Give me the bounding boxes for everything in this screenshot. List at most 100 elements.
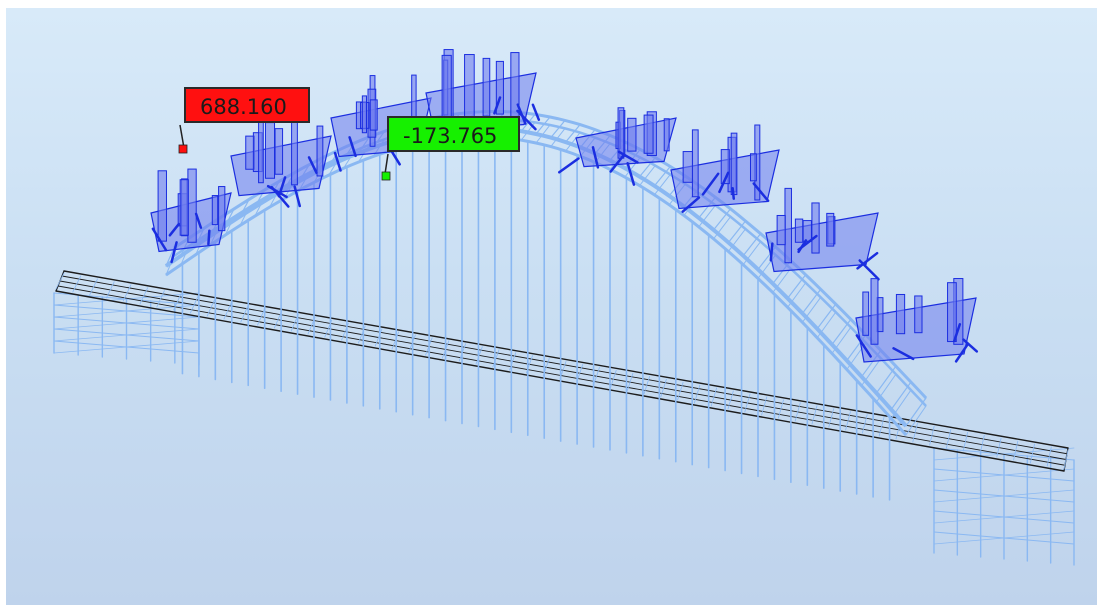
deck-member: [156, 290, 165, 308]
deck-member: [660, 378, 667, 398]
force-diagram-mark: [333, 151, 342, 172]
force-diagram-mark: [892, 347, 915, 361]
force-diagram-mark: [858, 259, 880, 281]
force-diagram-mark: [361, 95, 368, 134]
force-diagram-mark: [369, 99, 378, 131]
deck-member: [1030, 443, 1035, 464]
min-leader-line: [384, 153, 389, 175]
deck-member: [593, 366, 600, 386]
arch-member: [254, 197, 265, 217]
deck-member: [492, 349, 500, 368]
deck-member: [794, 402, 801, 422]
force-diagram-mark: [618, 150, 639, 164]
arch-member: [698, 204, 716, 228]
force-diagram-mark: [307, 156, 318, 174]
force-diagram-mark: [348, 136, 357, 158]
force-diagram-mark: [802, 220, 812, 242]
support-member: [933, 531, 1075, 545]
deck-member: [223, 302, 232, 320]
force-diagram-mark: [531, 103, 541, 121]
force-diagram-mark: [731, 187, 735, 200]
deck-member: [979, 434, 985, 455]
force-diagram-mark: [720, 149, 730, 185]
deck-member: [106, 281, 115, 299]
force-diagram: [150, 49, 979, 363]
support-member: [53, 316, 200, 330]
arch-member: [535, 116, 551, 135]
support-member: [933, 468, 1075, 482]
arch-member: [639, 165, 656, 187]
arch-member: [535, 124, 551, 144]
force-diagram-mark: [264, 122, 276, 179]
force-diagram-mark: [218, 186, 226, 232]
force-diagram-mark: [870, 278, 879, 345]
min-point-marker[interactable]: [381, 171, 391, 181]
arch-member: [224, 216, 235, 236]
arch-member: [875, 365, 897, 394]
arch-member: [890, 381, 912, 411]
force-diagram-mark: [609, 154, 625, 173]
arch-member: [239, 198, 250, 218]
deck-member: [89, 278, 98, 296]
arch-member: [653, 173, 671, 196]
arch-member: [713, 216, 731, 240]
max-value-label[interactable]: 688.160: [184, 87, 310, 123]
force-diagram-mark: [862, 291, 870, 336]
deck-member: [72, 275, 82, 293]
deck-member: [139, 287, 149, 305]
force-diagram-mark: [495, 60, 504, 115]
arch-member: [801, 288, 822, 314]
force-diagram-mark: [855, 334, 872, 358]
force-diagram-mark: [194, 212, 203, 229]
arch-member: [180, 245, 190, 266]
deck-member: [1046, 446, 1052, 467]
deck-member: [122, 284, 132, 302]
support-member: [933, 489, 1075, 503]
force-diagram-mark: [626, 161, 636, 186]
arch-member: [831, 326, 852, 354]
deck-member: [962, 431, 968, 452]
force-diagram-mark: [258, 115, 264, 184]
3d-viewport[interactable]: 688.160 -173.765: [6, 8, 1097, 605]
force-diagram-mark: [954, 343, 969, 363]
arch-member: [742, 241, 762, 266]
force-diagram-mark: [784, 187, 792, 264]
arch-member: [550, 127, 566, 148]
deck-member: [643, 375, 651, 395]
force-diagram-mark: [207, 229, 211, 246]
deck-member: [1013, 440, 1019, 461]
arch-member: [653, 165, 671, 187]
min-value-label[interactable]: -173.765: [387, 116, 520, 152]
arch-member: [816, 303, 837, 330]
deck-member: [55, 272, 65, 290]
max-point-marker[interactable]: [178, 144, 188, 154]
max-leader-line: [179, 124, 185, 149]
deck-member: [710, 387, 717, 407]
deck-member: [778, 399, 784, 419]
deck-member: [862, 414, 868, 434]
deck-member: [727, 390, 734, 410]
arch-member: [875, 373, 897, 403]
force-diagram-mark: [826, 212, 835, 247]
deck-member: [878, 417, 885, 437]
support-member: [53, 340, 200, 354]
force-diagram-mark: [797, 239, 808, 254]
deck-member: [828, 408, 835, 428]
deck-member: [677, 381, 684, 401]
force-diagram-mark: [464, 54, 475, 120]
force-diagram-mark: [211, 195, 219, 226]
arch-member: [861, 357, 882, 387]
arch-member: [224, 208, 235, 227]
arch-member: [727, 220, 747, 244]
force-diagram-mark: [441, 54, 452, 119]
bridge-model[interactable]: [6, 8, 1097, 605]
arch-member: [727, 228, 747, 252]
force-diagram-mark: [151, 227, 168, 252]
deck-member: [1063, 449, 1069, 470]
force-diagram-mark: [718, 171, 730, 194]
force-diagram-mark: [749, 153, 757, 182]
force-diagram-mark: [168, 222, 181, 237]
force-diagram-mark: [575, 117, 677, 168]
deck-member: [189, 296, 199, 314]
force-diagram-mark: [179, 179, 189, 236]
